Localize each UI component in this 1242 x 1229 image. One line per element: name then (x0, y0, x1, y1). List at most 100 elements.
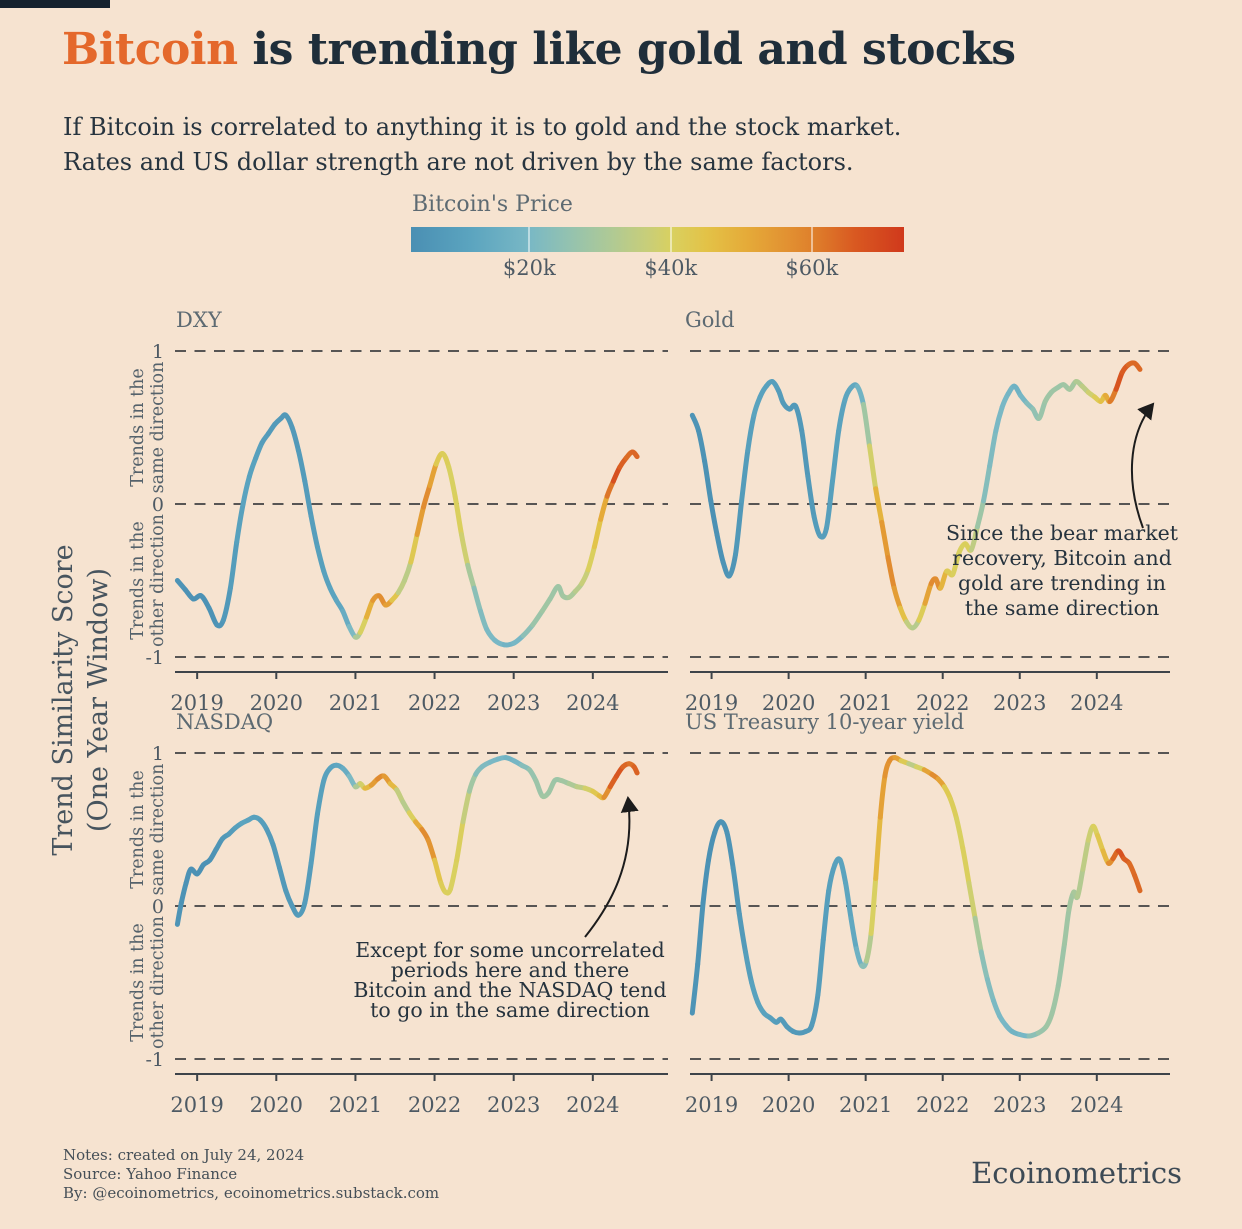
series-segment (730, 865, 742, 917)
series-segment (879, 519, 891, 561)
series-segment (891, 585, 903, 611)
x-tick-label: 2024 (566, 1093, 619, 1117)
series-segment (234, 501, 246, 545)
colorbar-tick-40k: $40k (644, 256, 698, 280)
series-segment (843, 880, 854, 921)
series-segment (629, 449, 640, 460)
x-tick-label: 2020 (250, 1093, 303, 1117)
y-tick-label: 0 (152, 494, 164, 516)
y-tick-label: 0 (152, 896, 164, 918)
series-segment (460, 788, 472, 825)
series-segment (877, 773, 888, 820)
series-segment (799, 428, 811, 479)
series-segment (321, 568, 333, 591)
series-line (689, 360, 1143, 631)
series-segment (414, 504, 426, 538)
x-tick-label: 2023 (993, 1093, 1046, 1117)
series-segment (972, 915, 984, 955)
series-segment (848, 915, 859, 952)
x-tick-label: 2023 (993, 691, 1046, 715)
series-segment (454, 819, 466, 863)
series-segment (364, 597, 376, 620)
series-segment (471, 585, 483, 614)
chart-title: Gold (685, 308, 735, 332)
series-segment (954, 816, 966, 851)
x-tick-label: 2024 (1070, 1093, 1123, 1117)
series-segment (402, 559, 414, 583)
chart-nasdaq: 2019 2020 2021 2022 2023 2024NASDAQ10-1Trends… (128, 710, 668, 1117)
series-segment (302, 860, 314, 906)
x-tick-label: 2022 (408, 1093, 461, 1117)
series-segment (873, 486, 885, 525)
footer-source-line: Source: Yahoo Finance (63, 1165, 238, 1183)
series-segment (446, 464, 458, 499)
footer-notes-line: Notes: created on July 24, 2024 (63, 1146, 305, 1164)
annotation-text: to go in the same direction (370, 998, 650, 1022)
series-segment (277, 865, 289, 894)
series-segment (987, 428, 999, 469)
series-segment (830, 428, 842, 484)
series-segment (820, 888, 832, 943)
series-segment (745, 412, 757, 453)
series-segment (1055, 941, 1067, 989)
series-segment (793, 403, 805, 434)
series-segment (724, 830, 736, 871)
subtitle-line-1: If Bitcoin is correlated to anything it … (63, 113, 902, 141)
series-segment (937, 568, 950, 591)
series-segment (408, 532, 420, 565)
y-band-label-line: same direction (148, 362, 168, 494)
series-segment (853, 946, 865, 969)
series-segment (1049, 983, 1061, 1016)
annotation-text: Except for some uncorrelated (355, 938, 664, 962)
x-tick-label: 2021 (839, 691, 892, 715)
chart-title: US Treasury 10-year yield (685, 710, 964, 734)
series-segment (809, 992, 821, 1028)
x-tick-label: 2019 (170, 691, 223, 715)
corner-accent-bar (0, 0, 110, 8)
series-segment (308, 811, 320, 866)
series-segment (826, 862, 838, 894)
y-axis-label-line-2: (One Year Window) (83, 567, 114, 833)
x-tick-label: 2021 (329, 1093, 382, 1117)
colorbar-label: Bitcoin's Price (412, 192, 573, 217)
series-segment (1080, 837, 1091, 872)
series-segment (868, 876, 879, 936)
annotation-text: the same direction (965, 596, 1159, 620)
series-segment (452, 493, 464, 538)
series-segment (314, 778, 327, 817)
series-segment (631, 764, 640, 776)
series-segment (836, 397, 848, 434)
series-segment (447, 857, 460, 892)
series-segment (302, 478, 314, 519)
series-segment (240, 474, 252, 507)
series-segment (823, 478, 835, 531)
y-band-label-other-direction: Trends in the other direction (128, 514, 168, 647)
chart-treasury: 2019 2020 2021 2022 2023 2024 US Treasury 10-y… (685, 710, 1170, 1117)
series-segment (885, 555, 897, 591)
colorbar-tick-20k: $20k (502, 256, 556, 280)
series-segment (960, 845, 972, 886)
series-segment (708, 498, 720, 538)
x-tick-label: 2022 (916, 1093, 969, 1117)
series-segment (749, 980, 761, 1005)
series-segment (1132, 872, 1143, 894)
x-tick-label: 2020 (250, 691, 303, 715)
y-axis-label: Trend Similarity Score (One Year Window) (46, 510, 118, 890)
x-tick-label: 2022 (916, 691, 969, 715)
series-segment (811, 513, 823, 539)
footer-by-line: By: @ecoinometrics, ecoinometrics.substa… (63, 1184, 440, 1202)
series-segment (289, 425, 301, 453)
y-band-label-line: other direction (148, 514, 168, 647)
series-segment (425, 837, 438, 863)
series-segment (227, 539, 240, 591)
series-segment (700, 857, 711, 906)
x-tick-label: 2024 (1070, 691, 1123, 715)
series-segment (696, 428, 708, 464)
series-segment (867, 443, 879, 492)
y-band-label-line: Trends in the (128, 923, 148, 1042)
series-segment (860, 402, 872, 449)
annotation-text: Since the bear market (946, 521, 1179, 545)
page-title-highlight: Bitcoin (62, 24, 238, 75)
series-segment (689, 961, 701, 1016)
